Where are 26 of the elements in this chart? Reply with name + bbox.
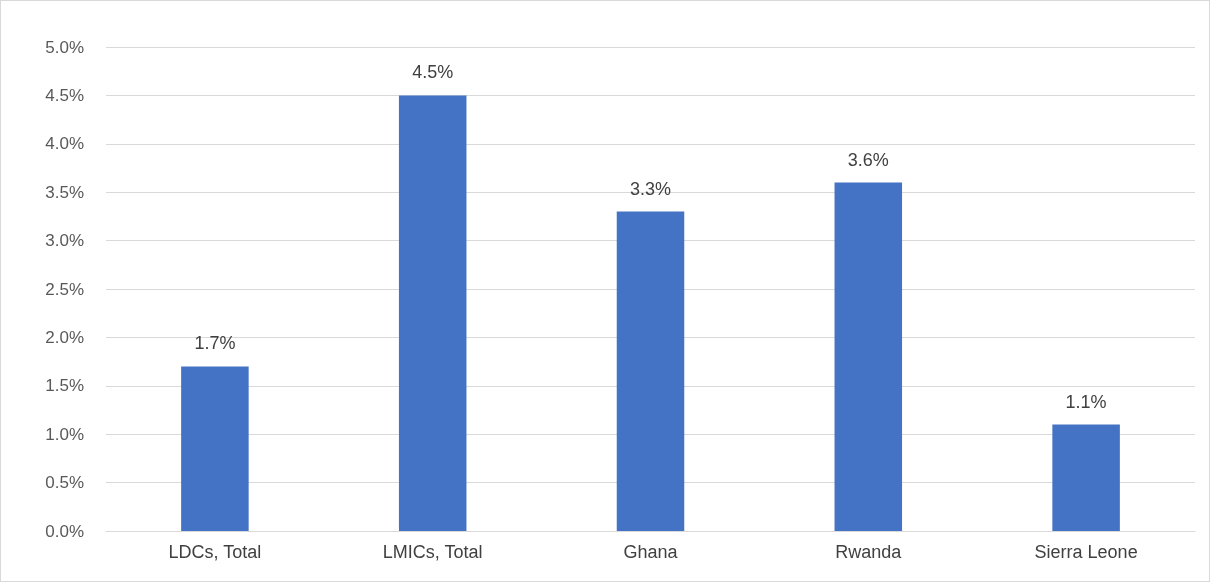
y-tick-label: 3.0% — [45, 231, 84, 251]
y-tick-label: 2.0% — [45, 327, 84, 347]
data-label: 3.6% — [847, 149, 889, 170]
data-label: 1.1% — [1065, 391, 1107, 412]
bar — [834, 182, 903, 531]
y-tick-label: 4.0% — [45, 134, 84, 154]
bar — [1052, 424, 1120, 531]
y-tick-label: 3.5% — [45, 182, 84, 202]
x-tick-label: Ghana — [623, 542, 679, 562]
y-tick-label: 5.0% — [45, 37, 84, 57]
data-label: 4.5% — [412, 62, 454, 83]
data-label: 1.7% — [194, 333, 236, 354]
bar — [616, 211, 685, 531]
x-tick-label: LDCs, Total — [168, 542, 262, 562]
x-tick-label: Rwanda — [835, 542, 903, 562]
y-tick-label: 1.0% — [45, 424, 84, 444]
data-label: 3.3% — [629, 178, 672, 199]
y-tick-label: 0.5% — [45, 473, 84, 493]
x-tick-label: LMICs, Total — [382, 542, 483, 562]
y-tick-label: 2.5% — [45, 279, 84, 299]
y-tick-label: 1.5% — [45, 376, 84, 396]
bar — [181, 366, 249, 531]
bar — [398, 95, 467, 531]
y-tick-label: 4.5% — [45, 85, 84, 105]
x-tick-label: Sierra Leone — [1034, 542, 1138, 562]
y-tick-label: 0.0% — [45, 521, 84, 541]
